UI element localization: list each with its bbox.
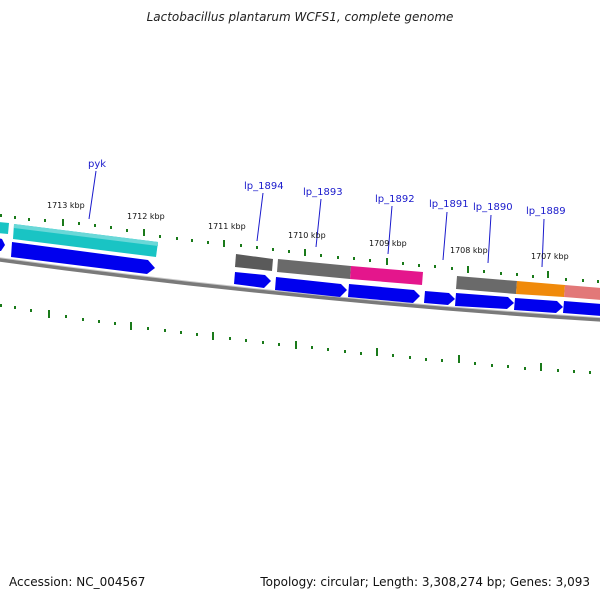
cds-arrow-lp-1890[interactable] [455, 293, 514, 309]
kbp-labels: 1713 kbp 1712 kbp 1711 kbp 1710 kbp 1709… [47, 201, 569, 261]
gene-label-lp-1891[interactable]: lp_1891 [429, 199, 469, 210]
gene-label-lp-1892[interactable]: lp_1892 [375, 194, 415, 205]
map-title: Lactobacillus plantarum WCFS1, complete … [146, 10, 454, 24]
gene-fragment-cyan[interactable] [0, 222, 9, 234]
gene-block-lp-1889[interactable] [516, 281, 565, 297]
kbp-label: 1712 kbp [127, 212, 165, 221]
cds-arrow-pyk[interactable] [11, 242, 155, 274]
cds-arrow-left-edge[interactable] [0, 238, 5, 251]
gene-leader-lines [88, 170, 545, 268]
genome-backbone-highlight [0, 257, 600, 319]
kbp-label: 1709 kbp [369, 239, 407, 248]
gene-labels: pyk lp_1894 lp_1893 lp_1892 lp_1891 lp_1… [88, 159, 566, 217]
topology-label: Topology: circular; Length: 3,308,274 bp… [260, 575, 590, 589]
gene-block-right-edge[interactable] [564, 285, 600, 300]
gene-track [0, 222, 600, 300]
cds-arrow-lp-1894[interactable] [234, 272, 271, 288]
kbp-label: 1711 kbp [208, 222, 246, 231]
genome-backbone [0, 257, 600, 322]
gene-label-lp-1893[interactable]: lp_1893 [303, 187, 343, 198]
cds-arrow-lp-1889[interactable] [514, 298, 563, 313]
outer-tick-ruler [0, 214, 599, 283]
accession-label: Accession: NC_004567 [9, 575, 146, 589]
gene-block-pyk-shade [14, 224, 158, 246]
gene-block-lp-1894[interactable] [235, 254, 273, 271]
kbp-label: 1708 kbp [450, 246, 488, 255]
gene-label-lp-1889[interactable]: lp_1889 [526, 206, 566, 217]
cds-arrow-lp-1892[interactable] [348, 284, 420, 303]
cds-arrow-lp-1891[interactable] [424, 291, 455, 305]
cds-arrow-right-edge[interactable] [563, 301, 600, 316]
kbp-label: 1713 kbp [47, 201, 85, 210]
inner-tick-ruler [0, 304, 591, 374]
kbp-label: 1707 kbp [531, 252, 569, 261]
cds-track [0, 238, 600, 316]
gene-block-lp-1890[interactable] [456, 276, 517, 294]
gene-block-lp-1892[interactable] [350, 266, 423, 285]
gene-label-pyk[interactable]: pyk [88, 159, 106, 170]
gene-label-lp-1894[interactable]: lp_1894 [244, 181, 284, 192]
gene-label-lp-1890[interactable]: lp_1890 [473, 202, 513, 213]
gene-block-lp-1893[interactable] [277, 259, 351, 279]
kbp-label: 1710 kbp [288, 231, 326, 240]
cds-arrow-lp-1893[interactable] [275, 277, 347, 297]
